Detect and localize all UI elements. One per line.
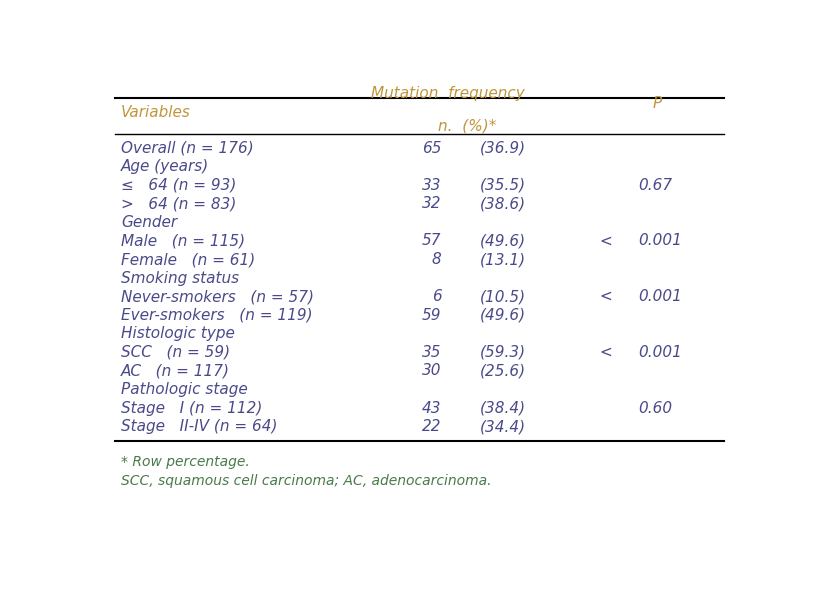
Text: Overall (n = 176): Overall (n = 176) [121,140,254,156]
Text: SCC   (n = 59): SCC (n = 59) [121,345,231,360]
Text: P: P [652,96,662,110]
Text: (49.6): (49.6) [479,233,526,248]
Text: 22: 22 [422,419,442,434]
Text: <: < [600,345,613,360]
Text: (13.1): (13.1) [479,252,526,267]
Text: (10.5): (10.5) [479,289,526,304]
Text: (34.4): (34.4) [479,419,526,434]
Text: (25.6): (25.6) [479,364,526,379]
Text: Histologic type: Histologic type [121,326,235,341]
Text: (36.9): (36.9) [479,140,526,156]
Text: Smoking status: Smoking status [121,271,240,286]
Text: 0.001: 0.001 [638,233,682,248]
Text: 33: 33 [422,178,442,193]
Text: AC   (n = 117): AC (n = 117) [121,364,231,379]
Text: Gender: Gender [121,215,178,230]
Text: 65: 65 [422,140,442,156]
Text: n.  (%)*: n. (%)* [438,119,496,134]
Text: 32: 32 [422,197,442,211]
Text: 35: 35 [422,345,442,360]
Text: ≤   64 (n = 93): ≤ 64 (n = 93) [121,178,236,193]
Text: 30: 30 [422,364,442,379]
Text: 0.001: 0.001 [638,345,682,360]
Text: (59.3): (59.3) [479,345,526,360]
Text: (38.4): (38.4) [479,400,526,415]
Text: * Row percentage.: * Row percentage. [121,455,250,469]
Text: Stage   II-IV (n = 64): Stage II-IV (n = 64) [121,419,278,434]
Text: Female   (n = 61): Female (n = 61) [121,252,255,267]
Text: <: < [600,289,613,304]
Text: (35.5): (35.5) [479,178,526,193]
Text: (38.6): (38.6) [479,197,526,211]
Text: 43: 43 [422,400,442,415]
Text: 0.60: 0.60 [638,400,672,415]
Text: 6: 6 [432,289,442,304]
Text: Pathologic stage: Pathologic stage [121,382,248,397]
Text: 0.001: 0.001 [638,289,682,304]
Text: Male   (n = 115): Male (n = 115) [121,233,245,248]
Text: Stage   I (n = 112): Stage I (n = 112) [121,400,263,415]
Text: 8: 8 [432,252,442,267]
Text: <: < [600,233,613,248]
Text: 59: 59 [422,308,442,323]
Text: SCC, squamous cell carcinoma; AC, adenocarcinoma.: SCC, squamous cell carcinoma; AC, adenoc… [121,474,492,488]
Text: (49.6): (49.6) [479,308,526,323]
Text: Age (years): Age (years) [121,159,209,174]
Text: Variables: Variables [121,105,191,120]
Text: Mutation  frequency: Mutation frequency [371,86,524,101]
Text: >   64 (n = 83): > 64 (n = 83) [121,197,236,211]
Text: 0.67: 0.67 [638,178,672,193]
Text: 57: 57 [422,233,442,248]
Text: Ever-smokers   (n = 119): Ever-smokers (n = 119) [121,308,313,323]
Text: Never-smokers   (n = 57): Never-smokers (n = 57) [121,289,314,304]
